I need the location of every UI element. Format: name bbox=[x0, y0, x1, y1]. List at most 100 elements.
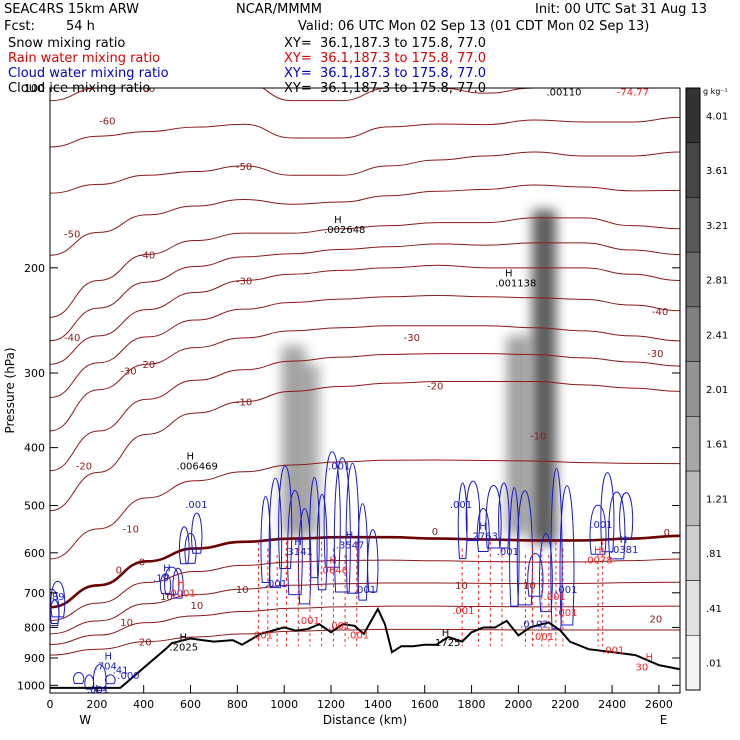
maximum-value-8: .3141 bbox=[284, 547, 313, 558]
maximum-value-13: .0646 bbox=[319, 566, 348, 577]
temperature-label--40: -40 bbox=[139, 251, 155, 262]
colorbar-segment-0 bbox=[685, 87, 701, 143]
cloud-water-contour-4-2 bbox=[476, 508, 490, 552]
colorbar-label-2: 3.21 bbox=[706, 221, 728, 232]
temperature-label-extra-4: -30 bbox=[120, 367, 136, 378]
maximum-value-0: .002648 bbox=[324, 225, 365, 236]
colorbar-label-0: 4.01 bbox=[706, 111, 728, 122]
temperature-label-extra-6: -30 bbox=[404, 333, 420, 344]
cloud-water-contour-1-1 bbox=[323, 451, 341, 568]
model-title: SEAC4RS 15km ARW bbox=[4, 2, 140, 17]
cloud-water-contour-5-3 bbox=[539, 533, 553, 613]
temperature-label-extra-7: -20 bbox=[76, 461, 92, 472]
colorbar-label-9: .41 bbox=[706, 604, 722, 615]
temperature-label-extra-14: 10 bbox=[455, 581, 468, 592]
y-tick-label-500: 500 bbox=[24, 500, 45, 513]
maximum-marker-7: H bbox=[479, 522, 487, 533]
maximum-marker-29: H bbox=[442, 628, 450, 639]
temperature-label-extra-8: -20 bbox=[427, 382, 443, 393]
value-label-16: .001 bbox=[354, 585, 376, 596]
valid-time: Valid: 06 UTC Mon 02 Sep 13 (01 CDT Mon … bbox=[298, 19, 650, 34]
x-tick-label-1200: 1200 bbox=[317, 698, 345, 711]
temperature-label-extra-5: -30 bbox=[647, 349, 663, 360]
cloud-water-contour-5-5 bbox=[559, 485, 575, 626]
maximum-marker-12: H bbox=[594, 545, 602, 556]
temperature-label-extra-10: -10 bbox=[530, 432, 546, 443]
temperature-contour-0 bbox=[50, 534, 680, 609]
x-tick-label-600: 600 bbox=[180, 698, 201, 711]
x-tick-label-1000: 1000 bbox=[270, 698, 298, 711]
temperature-contour--60 bbox=[50, 88, 643, 102]
snow-shading-2 bbox=[506, 335, 531, 535]
x-tick-label-2200: 2200 bbox=[551, 698, 579, 711]
cloud-water-contour-6-3 bbox=[619, 492, 634, 539]
maximum-marker-0: H bbox=[334, 215, 342, 226]
y-tick-label-800: 800 bbox=[24, 621, 45, 634]
temperature-contour-intermediate-0 bbox=[50, 116, 680, 148]
temperature-label-extra-1: -50 bbox=[64, 230, 80, 241]
value-label-28: .001 bbox=[532, 632, 554, 643]
value-label-6: .001 bbox=[590, 520, 612, 531]
y-tick-label-600: 600 bbox=[24, 547, 45, 560]
colorbar-segment-7 bbox=[685, 470, 701, 527]
maximum-value-29: .1725 bbox=[432, 638, 461, 649]
snow-shading-1 bbox=[295, 364, 320, 535]
colorbar-frame bbox=[685, 87, 701, 691]
temperature-contour-intermediate-3 bbox=[50, 294, 680, 399]
cloud-water-contour-1-2 bbox=[333, 457, 351, 593]
temperature-label-extra-0: -60 bbox=[99, 116, 115, 127]
x-axis-label: Distance (km) bbox=[323, 713, 407, 727]
cloud-water-contour-8-0 bbox=[73, 672, 85, 684]
temperature-contour-intermediate-2 bbox=[50, 242, 680, 342]
maximum-value-1: .001138 bbox=[495, 279, 536, 290]
temperature-label-extra-16: 10 bbox=[160, 592, 173, 603]
value-label-5: .001 bbox=[450, 500, 472, 511]
y-tick-label-900: 900 bbox=[24, 652, 45, 665]
plot-area: -60-50-40-30-20-1001020-60-50-40-40-30-3… bbox=[42, 84, 680, 693]
x-tick-label-1400: 1400 bbox=[364, 698, 392, 711]
cloud-water-contour-7-2 bbox=[50, 580, 66, 618]
endpoint-right-label: E bbox=[660, 713, 668, 727]
temperature-contour-10 bbox=[50, 581, 680, 635]
top-label-0: .00110 bbox=[547, 88, 582, 99]
maximum-marker-30: H bbox=[179, 633, 187, 644]
temperature-label-extra-9: -10 bbox=[123, 525, 139, 536]
cloud-water-contour-4-3 bbox=[485, 484, 502, 549]
value-label-31: .001 bbox=[602, 646, 624, 657]
endpoint-left-label: W bbox=[79, 713, 91, 727]
colorbar-segment-6 bbox=[685, 416, 701, 472]
cloud-water-contour-0-3 bbox=[287, 489, 303, 596]
maximum-value-30: .2025 bbox=[169, 643, 198, 654]
terrain-line bbox=[50, 606, 680, 689]
temperature-label--30: -30 bbox=[236, 276, 252, 287]
y-axis-label: Pressure (hPa) bbox=[3, 347, 17, 433]
temperature-label--60: -60 bbox=[139, 84, 155, 95]
field-cloudwater-name: Cloud water mixing ratio bbox=[8, 66, 169, 81]
maximum-marker-11: H bbox=[620, 535, 628, 546]
value-label-34: .000 bbox=[117, 671, 139, 682]
maximum-value-12: .0078 bbox=[584, 555, 613, 566]
field-cloudwater-xy: XY= 36.1,187.3 to 175.8, 77.0 bbox=[284, 66, 487, 81]
plot-frame bbox=[49, 87, 681, 694]
colorbar-label-8: .81 bbox=[706, 549, 722, 560]
y-tick-label-100: 100 bbox=[24, 82, 45, 95]
value-label-3: .001 bbox=[328, 461, 350, 472]
temperature-label--10: -10 bbox=[236, 398, 252, 409]
x-tick-label-2400: 2400 bbox=[598, 698, 626, 711]
top-label-1: -74.77 bbox=[617, 88, 649, 99]
maximum-value-11: .0381 bbox=[610, 545, 639, 556]
value-label-19: .789 bbox=[42, 592, 64, 603]
colorbar-label-7: 1.21 bbox=[706, 494, 728, 505]
forecast-hours: 54 h bbox=[66, 19, 95, 34]
x-tick-label-400: 400 bbox=[133, 698, 154, 711]
cloud-water-contour-6-1 bbox=[600, 472, 615, 553]
temperature-contour-20 bbox=[50, 628, 680, 656]
temperature-label-extra-18: 10 bbox=[120, 618, 133, 629]
x-tick-label-200: 200 bbox=[86, 698, 107, 711]
temperature-contour--40 bbox=[50, 217, 680, 318]
temperature-label--50: -50 bbox=[236, 162, 252, 173]
colorbar-segment-1 bbox=[685, 142, 701, 198]
snow-shading-3 bbox=[532, 209, 557, 545]
x-tick-label-0: 0 bbox=[47, 698, 54, 711]
value-label-10: .001 bbox=[497, 547, 519, 558]
